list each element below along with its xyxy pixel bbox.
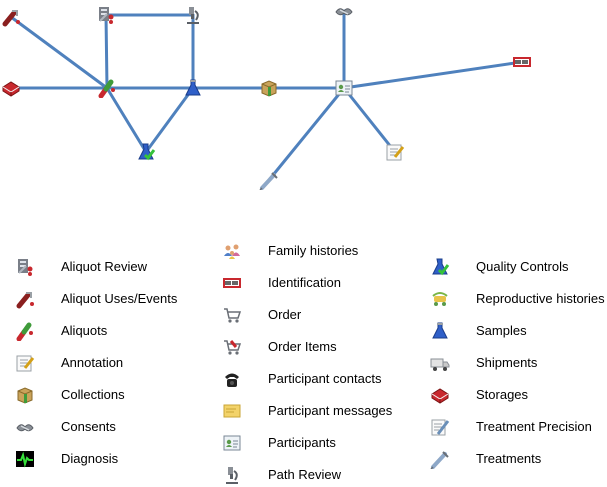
storages-icon[interactable] <box>1 78 21 98</box>
participants-icon <box>222 433 242 453</box>
legend-label: Participant messages <box>268 403 393 418</box>
collections-icon[interactable] <box>259 78 279 98</box>
path-review-icon <box>222 465 242 485</box>
edge-participants-annotation <box>342 86 397 154</box>
treatments-icon[interactable] <box>259 170 279 190</box>
consents-icon <box>15 417 35 437</box>
edge-aliquot-review-aliquots <box>104 13 109 90</box>
samples-icon <box>430 321 450 341</box>
legend-label: Aliquot Uses/Events <box>61 291 178 306</box>
annotation-icon <box>15 353 35 373</box>
legend-label: Identification <box>268 275 341 290</box>
legend-label: Path Review <box>268 467 341 482</box>
reproductive-histories-icon <box>430 289 450 309</box>
legend-label: Annotation <box>61 355 124 370</box>
family-histories-icon <box>222 241 242 261</box>
identification-icon[interactable] <box>512 52 532 72</box>
edge-participants-treatments <box>267 86 346 182</box>
edge-samples-quality-controls <box>144 86 195 154</box>
legend-label: Aliquot Review <box>61 259 147 274</box>
consents-icon[interactable] <box>334 1 354 21</box>
participant-contacts-icon <box>222 369 242 389</box>
shipments-icon <box>430 353 450 373</box>
order-items-icon <box>222 337 242 357</box>
annotation-icon[interactable] <box>385 142 405 162</box>
treatment-precision-icon <box>430 417 450 437</box>
participant-messages-icon <box>222 401 242 421</box>
aliquots-icon[interactable] <box>97 78 117 98</box>
legend-label: Treatment Precision <box>476 419 592 434</box>
edge-aliquots-quality-controls <box>105 86 148 154</box>
legend-label: Family histories <box>268 243 359 258</box>
identification-icon <box>222 273 242 293</box>
aliquot-review-icon <box>15 257 35 277</box>
entity-diagram <box>0 0 607 200</box>
legend-label: Reproductive histories <box>476 291 605 306</box>
legend-label: Order <box>268 307 302 322</box>
diagram-edges <box>9 9 524 182</box>
storages-icon <box>430 385 450 405</box>
quality-controls-icon <box>430 257 450 277</box>
aliquots-icon <box>15 321 35 341</box>
order-icon <box>222 305 242 325</box>
aliquot-uses-icon <box>15 289 35 309</box>
legend-label: Order Items <box>268 339 337 354</box>
participants-icon[interactable] <box>334 78 354 98</box>
legend-label: Samples <box>476 323 527 338</box>
diagnosis-icon <box>15 449 35 469</box>
legend-label: Shipments <box>476 355 538 370</box>
legend-label: Aliquots <box>61 323 108 338</box>
legend-label: Collections <box>61 387 125 402</box>
edge-aliquot-uses-events-aliquots <box>9 15 109 90</box>
legend-label: Participants <box>268 435 336 450</box>
edge-participants-identification <box>342 60 524 90</box>
collections-icon <box>15 385 35 405</box>
legend-label: Participant contacts <box>268 371 382 386</box>
path-review-icon[interactable] <box>183 5 203 25</box>
treatments-icon <box>430 449 450 469</box>
legend-label: Quality Controls <box>476 259 569 274</box>
legend-label: Diagnosis <box>61 451 119 466</box>
aliquot-review-icon[interactable] <box>96 5 116 25</box>
quality-controls-icon[interactable] <box>136 142 156 162</box>
samples-icon[interactable] <box>183 78 203 98</box>
legend-label: Storages <box>476 387 529 402</box>
legend-label: Consents <box>61 419 116 434</box>
aliquot-uses-icon[interactable] <box>1 7 21 27</box>
legend-label: Treatments <box>476 451 542 466</box>
